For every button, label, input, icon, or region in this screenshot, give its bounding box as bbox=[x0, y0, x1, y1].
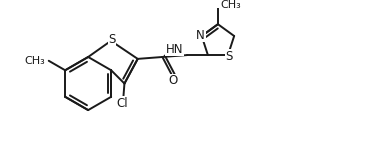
Text: HN: HN bbox=[166, 43, 183, 56]
Text: O: O bbox=[168, 74, 178, 87]
Text: S: S bbox=[108, 33, 116, 46]
Text: Cl: Cl bbox=[117, 97, 128, 110]
Text: CH₃: CH₃ bbox=[24, 56, 45, 66]
Text: S: S bbox=[225, 50, 233, 63]
Text: N: N bbox=[197, 29, 205, 41]
Text: CH₃: CH₃ bbox=[221, 0, 242, 10]
